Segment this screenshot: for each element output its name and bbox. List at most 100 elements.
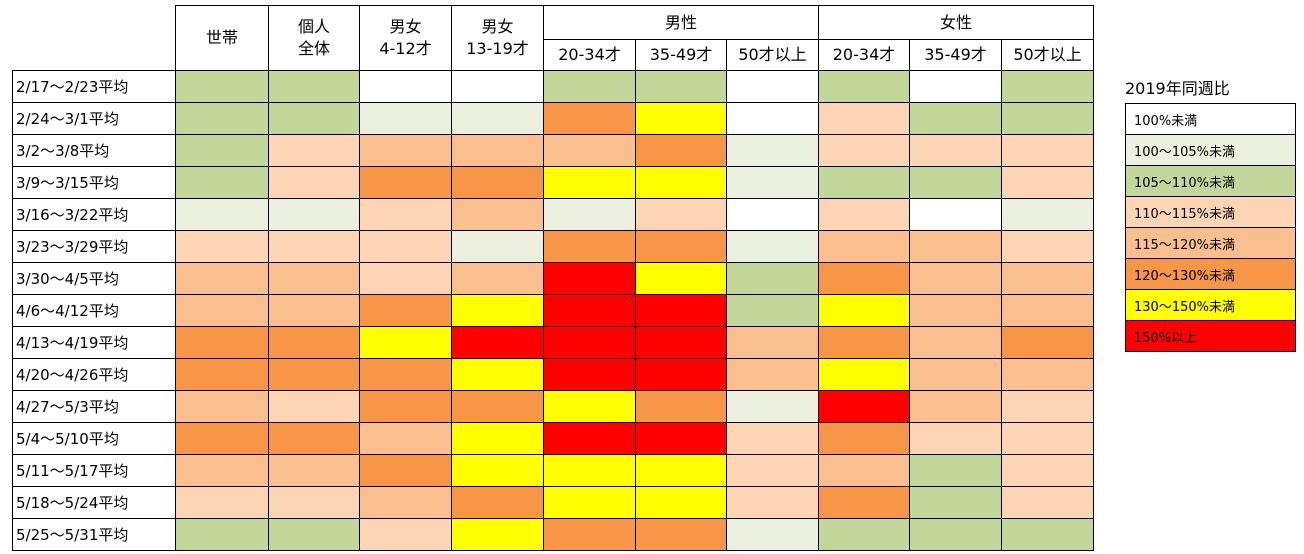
heat-cell [268, 422, 360, 455]
corner-cell [12, 5, 176, 71]
heat-cell [1001, 70, 1094, 103]
heat-cell [909, 134, 1002, 167]
heat-cell [175, 454, 269, 487]
heat-cell [635, 422, 727, 455]
legend-item: 130～150%未満 [1125, 289, 1296, 321]
table-row: 5/4～5/10平均 [12, 422, 1094, 455]
heat-cell [818, 326, 910, 359]
heat-cell [1001, 198, 1094, 231]
col-header-all-individuals: 個人 全体 [268, 5, 360, 71]
heat-cell [1001, 102, 1094, 135]
heat-cell [1001, 326, 1094, 359]
header-text: 男女 4-12才 [379, 17, 432, 58]
heat-cell [451, 390, 544, 423]
legend-swatch-label: 100%未満 [1125, 103, 1296, 135]
col-header-female-50plus: 50才以上 [1001, 39, 1094, 71]
heat-cell [543, 422, 636, 455]
legend-swatch-label: 130～150%未満 [1125, 289, 1296, 321]
table-row: 5/18～5/24平均 [12, 486, 1094, 519]
heat-cell [268, 134, 360, 167]
table-row: 2/24～3/1平均 [12, 102, 1094, 135]
heat-cell [359, 230, 452, 263]
heat-cell [818, 486, 910, 519]
table-row: 3/23～3/29平均 [12, 230, 1094, 263]
heat-cell [818, 358, 910, 391]
heatmap-body: 2/17～2/23平均 2/24～3/1平均 3/2～3/8平均 3/9～3/15平均… [12, 70, 1094, 551]
heat-cell [1001, 134, 1094, 167]
heat-cell [909, 486, 1002, 519]
heat-cell [818, 102, 910, 135]
heat-cell [1001, 262, 1094, 295]
heat-cell [726, 134, 819, 167]
heat-cell [635, 230, 727, 263]
heat-cell [268, 518, 360, 551]
col-group-male: 男性 [543, 5, 819, 40]
table-row: 3/2～3/8平均 [12, 134, 1094, 167]
heat-cell [635, 134, 727, 167]
heat-cell [543, 262, 636, 295]
legend-swatch-label: 100～105%未満 [1125, 134, 1296, 166]
heat-cell [451, 166, 544, 199]
row-label: 4/6～4/12平均 [12, 294, 176, 327]
heat-cell [359, 198, 452, 231]
header-text: 世帯 [205, 28, 238, 48]
heat-cell [175, 70, 269, 103]
heat-cell [726, 358, 819, 391]
heat-cell [175, 518, 269, 551]
row-label: 4/13～4/19平均 [12, 326, 176, 359]
heat-cell [726, 230, 819, 263]
heat-cell [268, 70, 360, 103]
heat-cell [451, 70, 544, 103]
table-row: 4/27～5/3平均 [12, 390, 1094, 423]
heat-cell [543, 70, 636, 103]
heat-cell [909, 198, 1002, 231]
heat-cell [359, 134, 452, 167]
heat-cell [359, 486, 452, 519]
heat-cell [818, 230, 910, 263]
heat-cell [726, 262, 819, 295]
heat-cell [909, 70, 1002, 103]
heat-cell [268, 358, 360, 391]
table-row: 3/16～3/22平均 [12, 198, 1094, 231]
heat-cell [451, 326, 544, 359]
heat-cell [175, 422, 269, 455]
heat-cell [818, 518, 910, 551]
heat-cell [818, 294, 910, 327]
col-header-mf-4-12: 男女 4-12才 [359, 5, 452, 71]
legend-swatch-label: 120～130%未満 [1125, 258, 1296, 290]
row-label: 3/9～3/15平均 [12, 166, 176, 199]
legend-item: 115～120%未満 [1125, 227, 1296, 259]
row-label: 5/4～5/10平均 [12, 422, 176, 455]
heat-cell [726, 454, 819, 487]
heat-cell [359, 422, 452, 455]
col-header-male-35-49: 35-49才 [635, 39, 727, 71]
heat-cell [359, 358, 452, 391]
heat-cell [451, 486, 544, 519]
heat-cell [175, 166, 269, 199]
header-text: 女性 [939, 12, 972, 32]
heatmap-table: 世帯 個人 全体 男女 4-12才 男女 13-19才 男性 女性 20-34才… [12, 5, 1094, 551]
heat-cell [909, 262, 1002, 295]
heat-cell [451, 198, 544, 231]
heat-cell [359, 518, 452, 551]
heat-cell [909, 166, 1002, 199]
heat-cell [726, 70, 819, 103]
heat-cell [1001, 358, 1094, 391]
heat-cell [175, 262, 269, 295]
heat-cell [543, 518, 636, 551]
table-row: 4/20～4/26平均 [12, 358, 1094, 391]
heat-cell [726, 486, 819, 519]
row-label: 5/25～5/31平均 [12, 518, 176, 551]
heat-cell [451, 454, 544, 487]
heat-cell [635, 358, 727, 391]
heat-cell [175, 134, 269, 167]
row-label: 5/11～5/17平均 [12, 454, 176, 487]
heat-cell [359, 102, 452, 135]
heat-cell [543, 454, 636, 487]
heat-cell [451, 230, 544, 263]
header-text: 男性 [664, 12, 697, 32]
table-row: 2/17～2/23平均 [12, 70, 1094, 103]
legend-swatch-label: 115～120%未満 [1125, 227, 1296, 259]
heat-cell [909, 294, 1002, 327]
legend-swatch-label: 150%以上 [1125, 320, 1296, 352]
